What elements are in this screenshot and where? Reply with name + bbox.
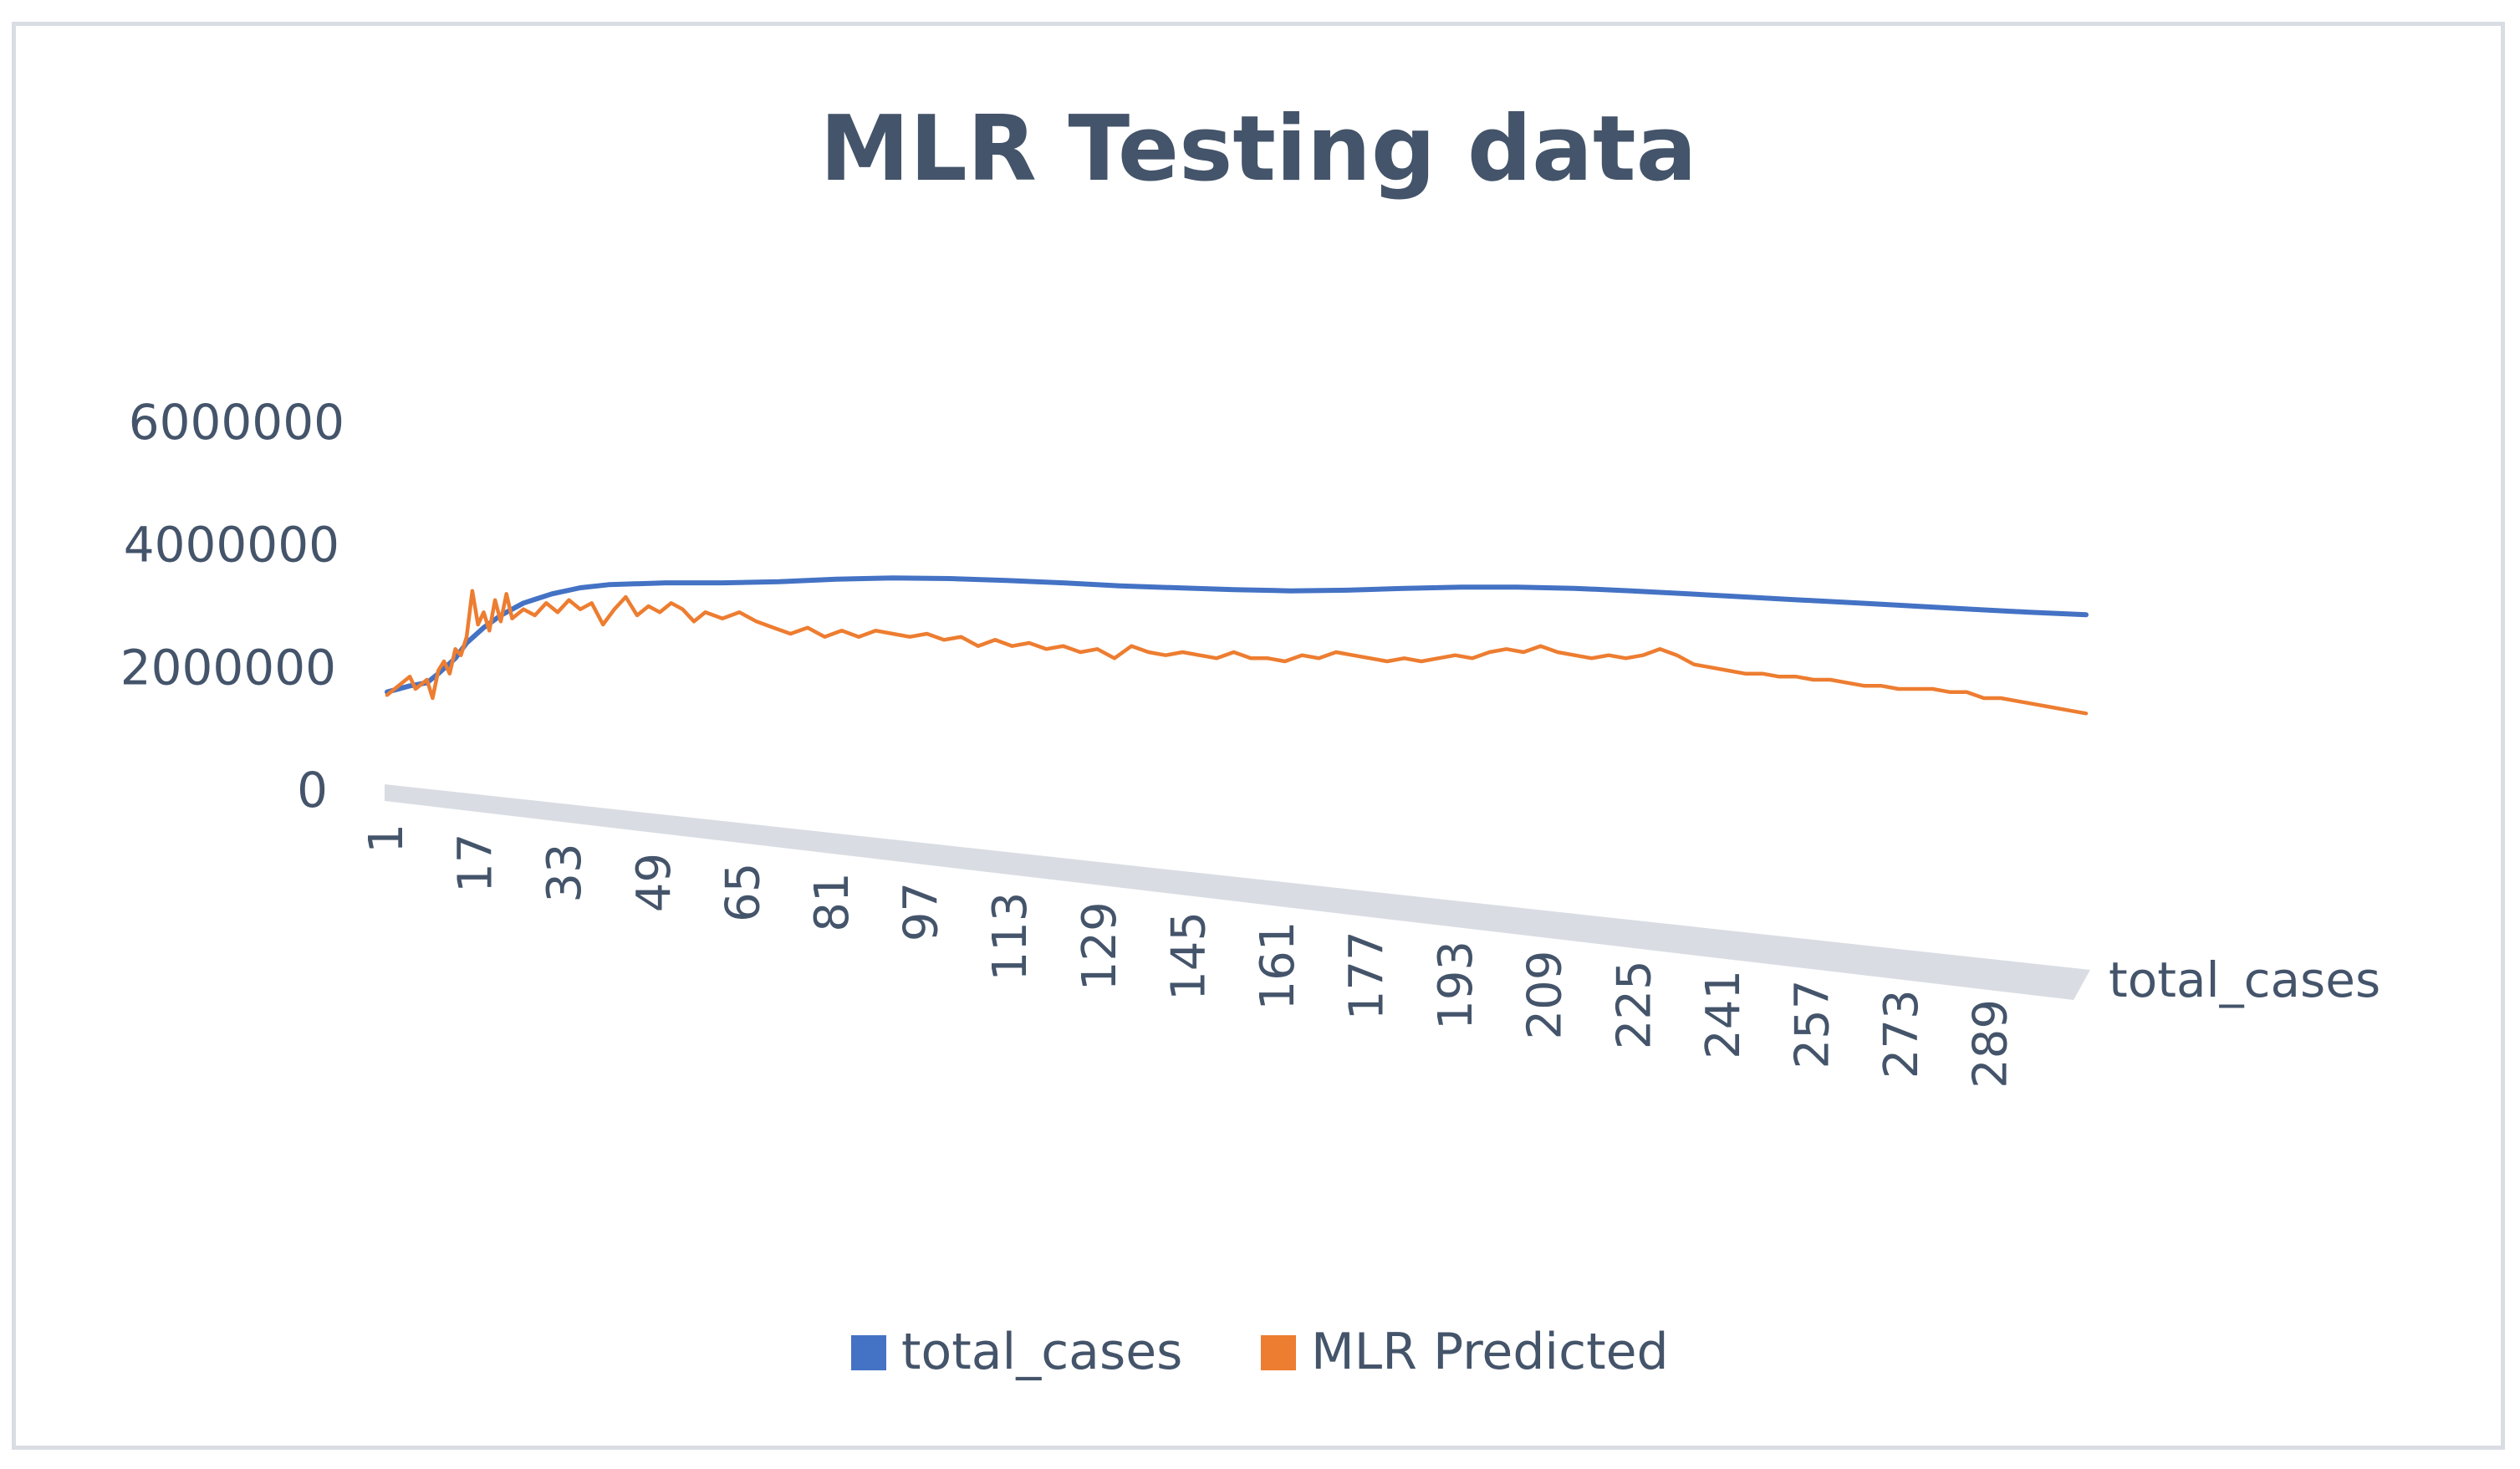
- chart-frame: [12, 22, 2505, 1450]
- legend: total_cases MLR Predicted: [851, 1323, 1669, 1381]
- x-tick-label: 257: [1786, 980, 1840, 1069]
- y-tick-label: 4000000: [124, 517, 339, 574]
- x-tick-label: 113: [983, 892, 1038, 982]
- x-tick-label: 81: [805, 872, 860, 931]
- x-tick-label: 177: [1340, 931, 1395, 1020]
- x-tick-label: 241: [1696, 970, 1751, 1059]
- legend-swatch-total-cases: [851, 1335, 886, 1370]
- x-tick-label: 1: [360, 824, 414, 854]
- y-tick-label: 2000000: [120, 639, 336, 696]
- x-tick-label: 129: [1073, 901, 1127, 991]
- x-tick-label: 193: [1429, 941, 1483, 1030]
- y-tick-label: 6000000: [129, 394, 344, 451]
- x-tick-label: 49: [627, 853, 681, 912]
- x-tick-label: 289: [1964, 999, 2018, 1089]
- x-tick-label: 273: [1875, 989, 1929, 1079]
- x-tick-label: 17: [449, 834, 503, 893]
- x-axis-ticks: 1 17 33 49 65 81 97 113 129 145 161 177 193 209 225 241…: [360, 824, 2018, 1089]
- y-tick-label: 0: [297, 762, 328, 819]
- legend-swatch-mlr-predicted: [1261, 1335, 1296, 1370]
- x-tick-label: 97: [895, 882, 949, 941]
- series-lines: [385, 575, 2089, 716]
- legend-label-total-cases: total_cases: [901, 1323, 1182, 1381]
- x-tick-label: 225: [1607, 960, 1661, 1049]
- chart-floor: [385, 784, 2090, 1000]
- y-axis-ticks: 0 2000000 4000000 6000000: [120, 394, 344, 819]
- x-tick-label: 145: [1161, 911, 1216, 1001]
- x-tick-label: 209: [1518, 951, 1573, 1040]
- series-line-mlr-predicted: [385, 589, 2089, 716]
- chart-title: MLR Testing data: [819, 97, 1696, 201]
- depth-axis-label: total_cases: [2109, 951, 2380, 1008]
- x-tick-label: 65: [716, 863, 770, 922]
- x-tick-label: 33: [538, 843, 592, 902]
- legend-label-mlr-predicted: MLR Predicted: [1311, 1323, 1669, 1381]
- series-line-total-cases: [385, 575, 2089, 695]
- x-tick-label: 161: [1251, 921, 1305, 1011]
